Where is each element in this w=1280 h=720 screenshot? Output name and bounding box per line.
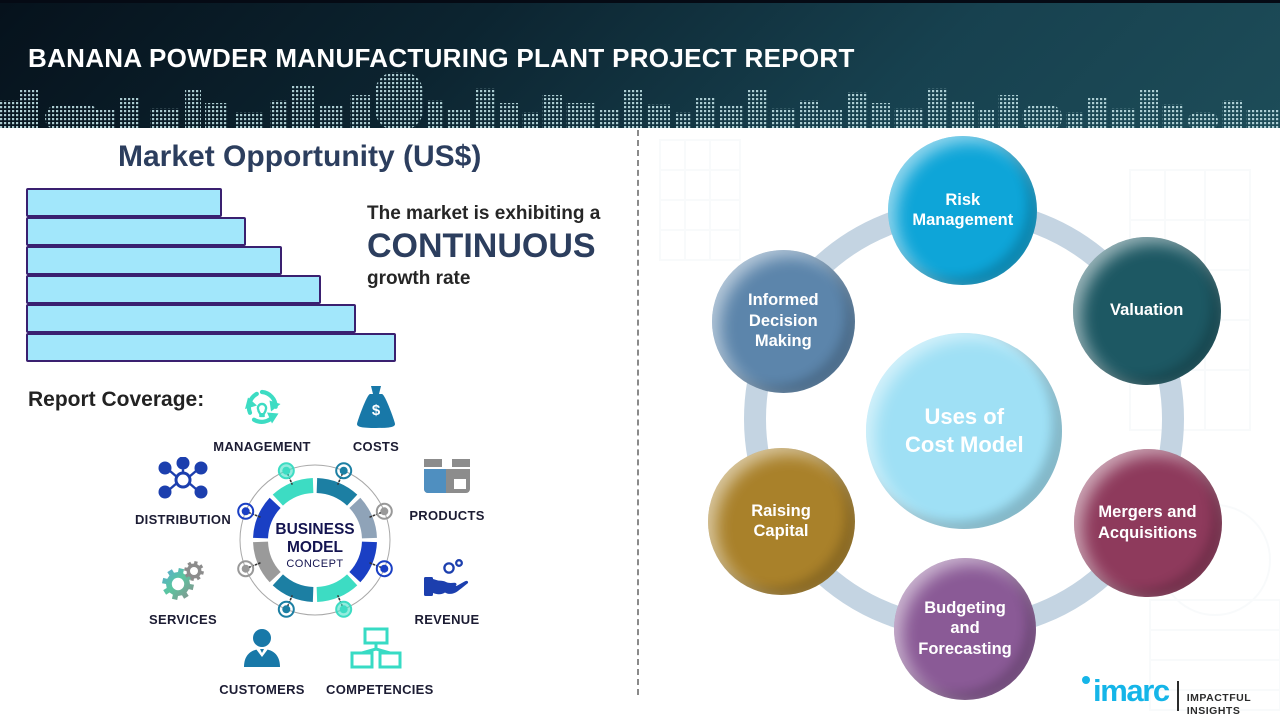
svg-text:BUSINESS: BUSINESS [275, 521, 354, 538]
svg-text:CONCEPT: CONCEPT [286, 558, 343, 570]
svg-text:$: $ [372, 402, 381, 419]
svg-text:MODEL: MODEL [287, 539, 343, 556]
